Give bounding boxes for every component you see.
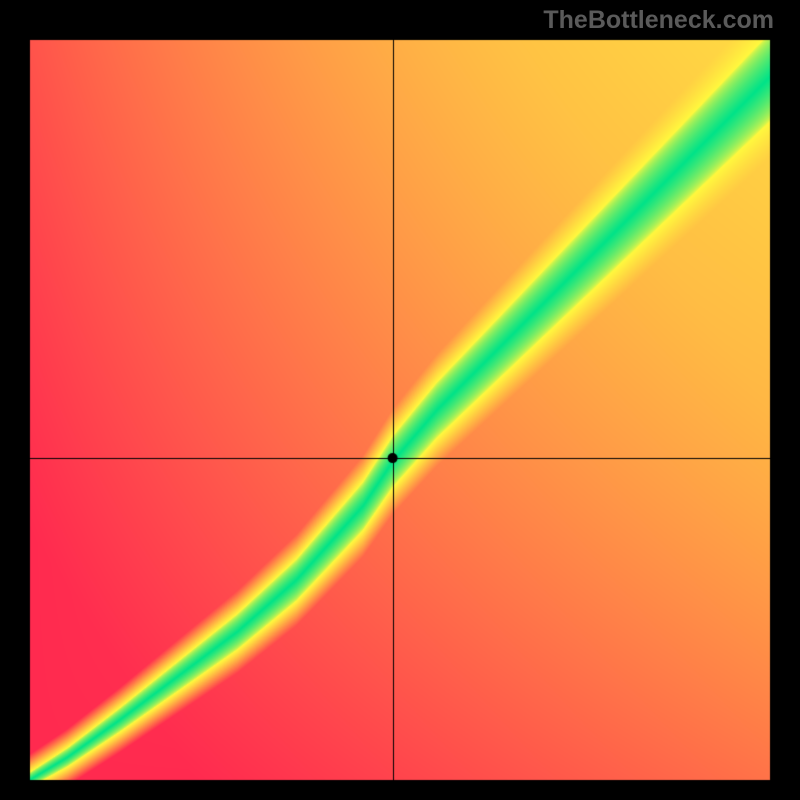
chart-container: { "type": "heatmap", "watermark": { "tex…: [0, 0, 800, 800]
bottleneck-heatmap: [0, 0, 800, 800]
